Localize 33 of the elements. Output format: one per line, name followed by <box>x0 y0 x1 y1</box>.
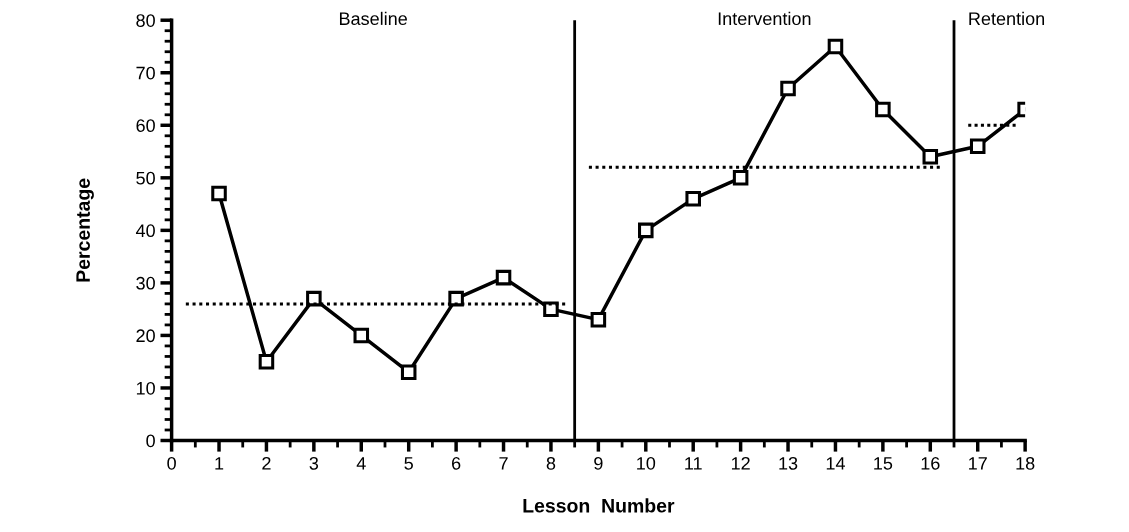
y-axis-title: Percentage <box>76 178 94 282</box>
x-tick-label: 18 <box>1016 456 1035 470</box>
x-tick-label: 7 <box>499 457 508 470</box>
y-tick-label: 10 <box>136 381 155 395</box>
annotation: Baseline <box>339 11 407 26</box>
x-tick-label: 1 <box>215 457 224 470</box>
x-tick-label: 5 <box>404 457 413 470</box>
y-tick-label: 80 <box>136 14 155 27</box>
x-tick-label: 15 <box>874 457 893 470</box>
y-tick-label: 30 <box>136 276 155 290</box>
x-tick-label: 4 <box>356 457 366 470</box>
x-tick-label: 6 <box>452 456 461 470</box>
x-tick-label: 9 <box>594 456 603 470</box>
y-tick-label: 70 <box>136 66 155 80</box>
x-tick-label: 10 <box>637 456 656 470</box>
x-tick-label: 12 <box>731 456 750 470</box>
x-tick-label: 17 <box>969 457 987 470</box>
x-tick-label: 16 <box>921 456 940 470</box>
x-tick-label: 8 <box>546 456 556 470</box>
y-tick-label: 0 <box>146 434 155 448</box>
x-tick-label: 14 <box>826 457 845 470</box>
y-tick-label: 50 <box>136 171 155 185</box>
x-tick-label: 3 <box>309 456 319 470</box>
y-tick-label: 40 <box>135 224 155 238</box>
x-tick-label: 13 <box>779 456 798 470</box>
x-tick-label: 0 <box>167 456 176 470</box>
x-tick-label: 2 <box>262 456 271 470</box>
y-tick-label: 20 <box>136 329 155 343</box>
annotation: Retention <box>969 11 1045 26</box>
x-axis-title: Lesson Number <box>523 498 675 513</box>
annotation: Intervention <box>718 11 811 26</box>
x-tick-label: 11 <box>685 457 702 470</box>
y-tick-label: 60 <box>136 119 155 133</box>
